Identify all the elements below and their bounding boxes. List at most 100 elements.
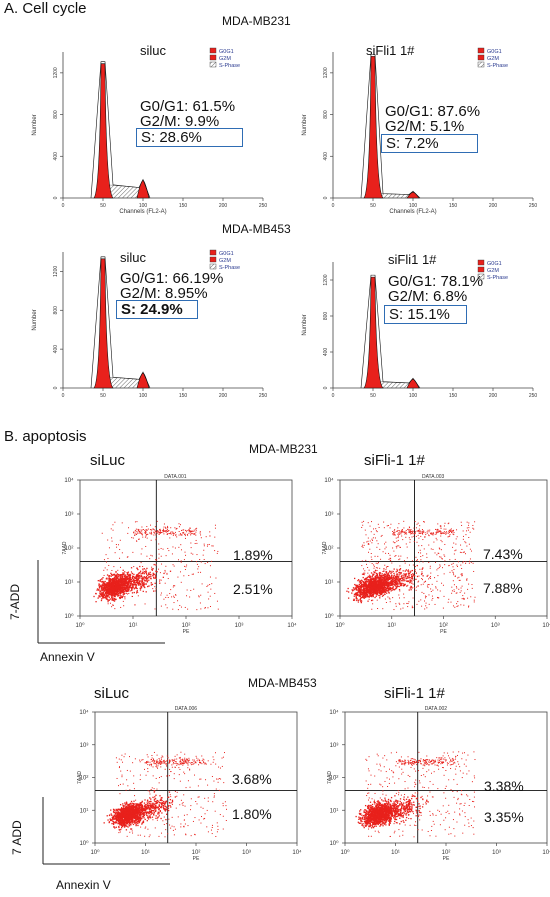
- scatter-point: [166, 573, 168, 575]
- scatter-point: [137, 592, 139, 594]
- scatter-point: [416, 523, 418, 525]
- scatter-point: [124, 598, 126, 600]
- scatter-point: [380, 558, 382, 560]
- scatter-point: [128, 527, 130, 529]
- scatter-point: [471, 584, 473, 586]
- scatter-point: [122, 569, 124, 571]
- scatter-point: [103, 574, 105, 576]
- scatter-point: [117, 594, 120, 597]
- scatter-point: [126, 590, 128, 592]
- scatter-point: [371, 542, 373, 544]
- scatter-point: [191, 530, 193, 532]
- scatter-point: [151, 803, 154, 805]
- scatter-point: [469, 531, 471, 533]
- scatter-point: [463, 604, 465, 606]
- scatter-point: [428, 578, 430, 580]
- scatter-point: [409, 571, 412, 573]
- scatter-point: [363, 578, 366, 580]
- scatter-point: [403, 584, 406, 587]
- scatter-point: [155, 537, 157, 539]
- scatter-point: [372, 573, 374, 575]
- scatter-point: [130, 805, 132, 807]
- legend-label: G0G1: [219, 251, 234, 257]
- scatter-point: [105, 554, 107, 556]
- scatter-point: [462, 535, 464, 537]
- scatter-point: [147, 528, 149, 530]
- scatter-point: [138, 821, 140, 824]
- scatter-point: [125, 580, 127, 582]
- scatter-point: [378, 573, 381, 576]
- scatter-point: [365, 584, 367, 587]
- scatter-point: [375, 562, 377, 564]
- scatter-point: [105, 598, 107, 600]
- scatter-point: [128, 592, 130, 594]
- scatter-point: [391, 583, 393, 585]
- scatter-point: [128, 585, 130, 587]
- scatter-point: [214, 527, 216, 529]
- scatter-point: [386, 571, 388, 573]
- scatter-point: [141, 581, 143, 583]
- scatter-point: [436, 554, 438, 556]
- scatter-point: [393, 530, 395, 532]
- scatter-point: [106, 596, 109, 598]
- scatter-point: [119, 579, 122, 581]
- scatter-point: [115, 578, 117, 581]
- scatter-point: [410, 533, 412, 535]
- scatter-point: [383, 579, 385, 581]
- scatter-point: [366, 581, 368, 583]
- scatter-point: [161, 563, 163, 565]
- scatter-point: [119, 590, 122, 592]
- x-tick-label: 150: [179, 203, 188, 209]
- scatter-point: [395, 583, 398, 586]
- scatter-point: [408, 572, 411, 575]
- scatter-point: [153, 531, 155, 533]
- scatter-point: [385, 576, 387, 578]
- scatter-point: [376, 599, 378, 601]
- scatter-point: [368, 596, 370, 598]
- scatter-point: [144, 531, 146, 533]
- scatter-point: [107, 586, 109, 588]
- scatter-point: [390, 590, 392, 592]
- scatter-point: [421, 591, 423, 593]
- scatter-point: [453, 534, 455, 536]
- scatter-point: [386, 592, 388, 594]
- scatter-point: [371, 584, 374, 587]
- scatter-point: [110, 579, 113, 581]
- scatter-point: [167, 533, 169, 535]
- scatter-point: [196, 609, 198, 611]
- scatter-point: [183, 529, 185, 531]
- scatter-point: [152, 807, 155, 809]
- scatter-point: [125, 807, 128, 809]
- scatter-point: [410, 580, 412, 582]
- scatter-point: [373, 573, 375, 575]
- x-tick-label: 10³: [491, 623, 500, 629]
- scatter-point: [432, 533, 434, 535]
- scatter-point: [465, 562, 467, 564]
- scatter-point: [361, 544, 363, 546]
- scatter-point: [107, 588, 109, 590]
- scatter-point: [353, 598, 355, 600]
- scatter-point: [111, 594, 113, 597]
- scatter-point: [123, 581, 125, 583]
- scatter-point: [441, 582, 443, 584]
- scatter-point: [422, 555, 424, 557]
- scatter-point: [399, 584, 402, 587]
- scatter-point: [440, 527, 442, 529]
- scatter-point: [107, 590, 109, 592]
- scatter-point: [437, 531, 439, 533]
- scatter-point: [126, 586, 128, 588]
- scatter-point: [453, 584, 455, 586]
- scatter-point: [152, 796, 154, 799]
- scatter-point: [136, 591, 138, 593]
- scatter-point: [353, 599, 356, 601]
- scatter-point: [105, 589, 107, 591]
- scatter-point: [126, 806, 129, 808]
- scatter-point: [430, 533, 432, 535]
- scatter-point: [150, 573, 152, 576]
- scatter-point: [447, 601, 449, 603]
- scatter-point: [395, 587, 398, 589]
- y-axis-label: Number: [302, 114, 308, 135]
- scatter-point: [430, 577, 432, 579]
- scatter-point: [105, 590, 108, 592]
- scatter-point: [152, 802, 154, 804]
